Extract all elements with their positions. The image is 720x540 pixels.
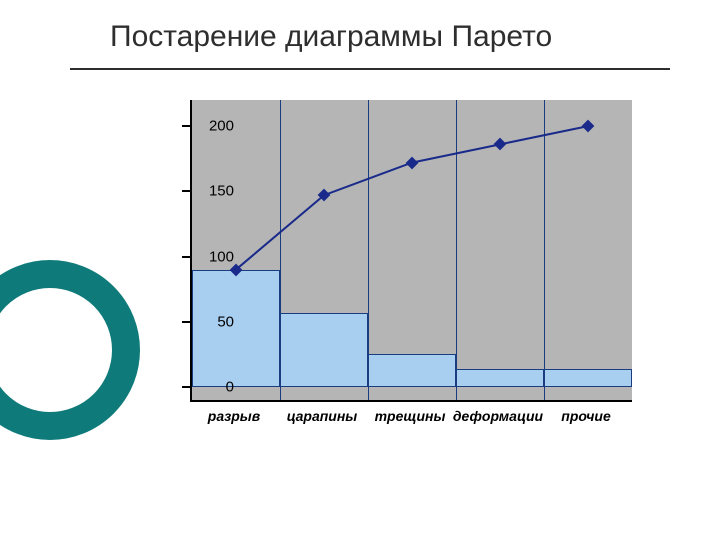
x-tick-label: разрыв	[208, 408, 260, 424]
plot-area	[190, 100, 632, 402]
category-divider	[456, 100, 457, 400]
bar	[544, 369, 632, 387]
y-tick-label: 100	[194, 248, 234, 265]
cumulative-marker	[582, 120, 595, 133]
slide: Постарение диаграммы Парето 0 50 100 150 200…	[0, 0, 720, 540]
y-tick-mark	[182, 256, 190, 258]
category-divider	[368, 100, 369, 400]
category-divider	[544, 100, 545, 400]
y-tick-mark	[182, 321, 190, 323]
cumulative-marker	[318, 189, 331, 202]
title-underline	[70, 68, 670, 70]
y-tick-label: 0	[194, 378, 234, 395]
y-tick-label: 50	[194, 313, 234, 330]
y-tick-label: 200	[194, 118, 234, 135]
bar	[280, 313, 368, 387]
category-divider	[280, 100, 281, 400]
x-tick-label: трещины	[375, 408, 446, 424]
cumulative-line	[236, 126, 588, 269]
x-tick-label: прочие	[561, 408, 610, 424]
y-tick-mark	[182, 386, 190, 388]
slide-title: Постарение диаграммы Парето	[110, 20, 552, 54]
cumulative-marker	[406, 156, 419, 169]
bar	[368, 354, 456, 387]
cumulative-marker	[494, 138, 507, 151]
x-tick-label: царапины	[287, 408, 358, 424]
y-tick-mark	[182, 190, 190, 192]
bar	[456, 369, 544, 387]
pareto-chart: 0 50 100 150 200 разрыв царапины трещины деформа…	[140, 100, 630, 440]
x-tick-label: деформации	[453, 408, 543, 424]
y-tick-label: 150	[194, 183, 234, 200]
bullet-circle-decor	[0, 260, 140, 440]
y-tick-mark	[182, 125, 190, 127]
